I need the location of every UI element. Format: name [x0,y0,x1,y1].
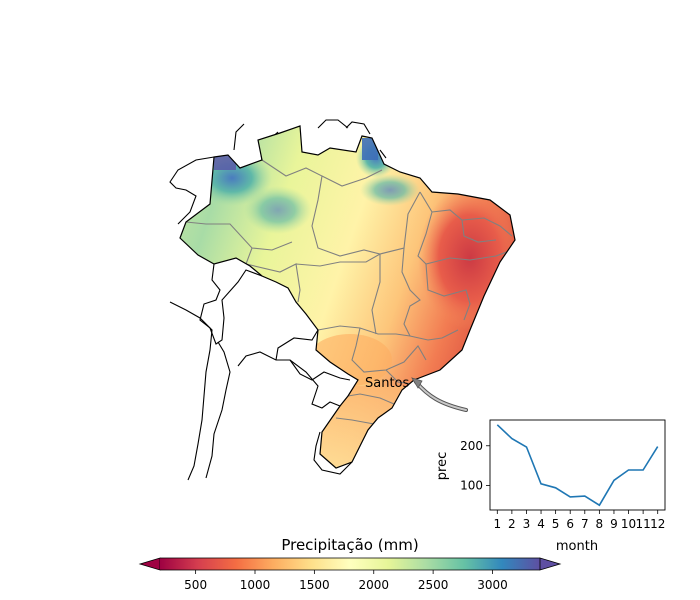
x-tick-label: 4 [537,517,545,531]
santos-annotation: Santos [365,376,468,412]
colorbar-tick-label: 500 [184,578,207,592]
inset-plot-area [489,419,666,511]
x-tick-label: 1 [493,517,501,531]
x-tick-label: 12 [650,517,665,531]
border-bolivia-paraguay [275,329,319,361]
x-tick-label: 9 [610,517,618,531]
colorbar-tick-label: 1500 [299,578,330,592]
map-panel: Santos [169,119,516,481]
y-tick-label: 100 [460,478,483,492]
colorbar-ticks: 500 1000 1500 2000 2500 3000 [184,570,508,592]
border-paraguay [237,351,341,409]
neighbor-borders [169,119,387,481]
x-tick-label: 10 [621,517,636,531]
x-tick-label: 6 [566,517,574,531]
x-tick-label: 5 [552,517,560,531]
colorbar-extend-min [138,557,161,571]
y-axis-ticks: 100 200 [460,439,490,492]
x-axis-ticks: 1 2 3 4 5 6 7 8 9 10 11 12 [493,510,665,531]
colorbar-tick-label: 2500 [418,578,449,592]
y-tick-label: 200 [460,439,483,453]
border-venezuela-colombia [169,123,245,225]
colorbar: Precipitação (mm) 500 1000 1500 2000 2500 300… [138,536,562,592]
y-axis-label: prec [435,452,450,480]
colorbar-extend-max [539,557,562,571]
x-tick-label: 11 [635,517,650,531]
x-tick-label: 3 [523,517,531,531]
colorbar-gradient [160,558,540,570]
border-uruguay [313,431,353,475]
brazil-precipitation-field [180,126,515,468]
colorbar-title: Precipitação (mm) [281,536,418,554]
colorbar-tick-label: 1000 [240,578,271,592]
colorbar-tick-label: 2000 [358,578,389,592]
x-axis-label: month [556,539,598,554]
border-chile-argentina [205,341,231,479]
border-pacific-coast [169,301,213,481]
santos-label: Santos [365,376,410,391]
brazil-border [179,125,516,469]
x-tick-label: 7 [581,517,589,531]
border-peru-bolivia [199,263,263,345]
santos-arrow [414,380,468,412]
x-tick-label: 8 [596,517,604,531]
x-tick-label: 2 [508,517,516,531]
precipitation-line [496,424,659,507]
colorbar-tick-label: 3000 [477,578,508,592]
border-argentina-uruguay [289,359,351,381]
